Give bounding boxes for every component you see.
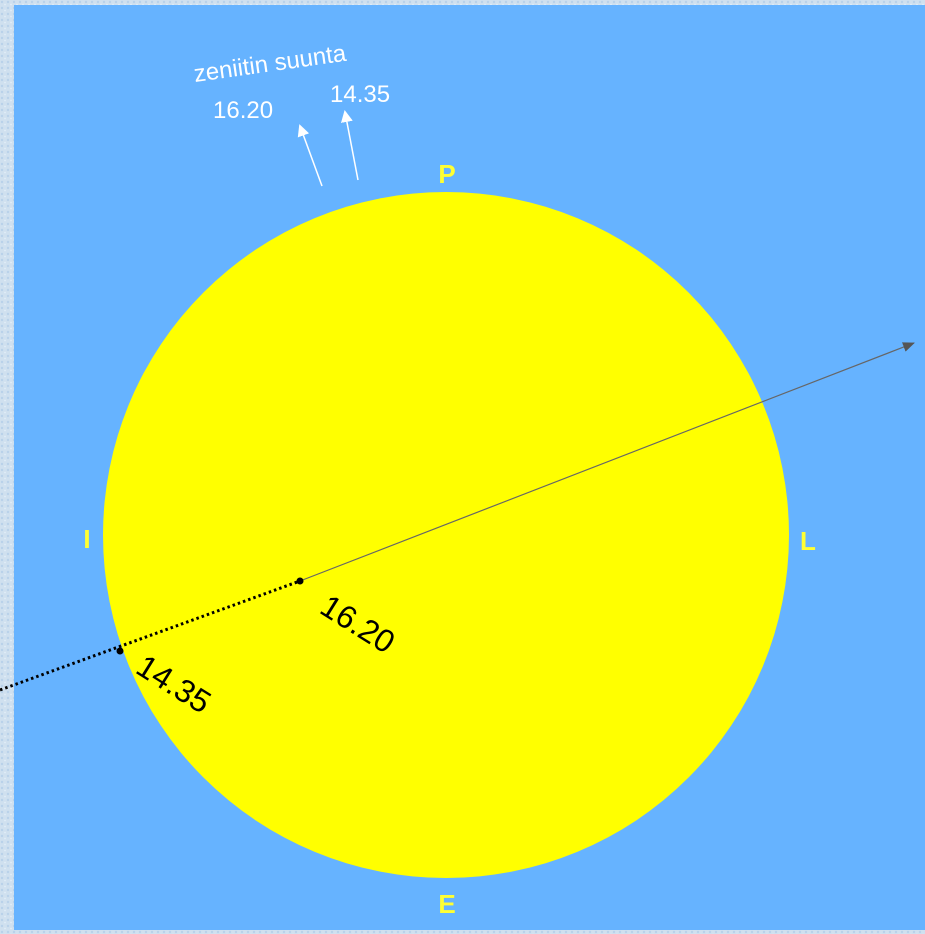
direction-label: P (438, 159, 455, 189)
point-edge (117, 648, 124, 655)
page: zeniitin suunta 16.20 14.35 P I L E 16.2… (0, 0, 925, 934)
diagram: zeniitin suunta 16.20 14.35 P I L E 16.2… (0, 0, 925, 934)
direction-label: L (800, 526, 816, 556)
zenith-time: 14.35 (330, 81, 390, 108)
direction-label: I (83, 524, 90, 554)
sun-disk (103, 192, 789, 878)
point-inner (297, 578, 304, 585)
direction-label: E (438, 889, 455, 919)
zenith-time: 16.20 (213, 97, 273, 124)
